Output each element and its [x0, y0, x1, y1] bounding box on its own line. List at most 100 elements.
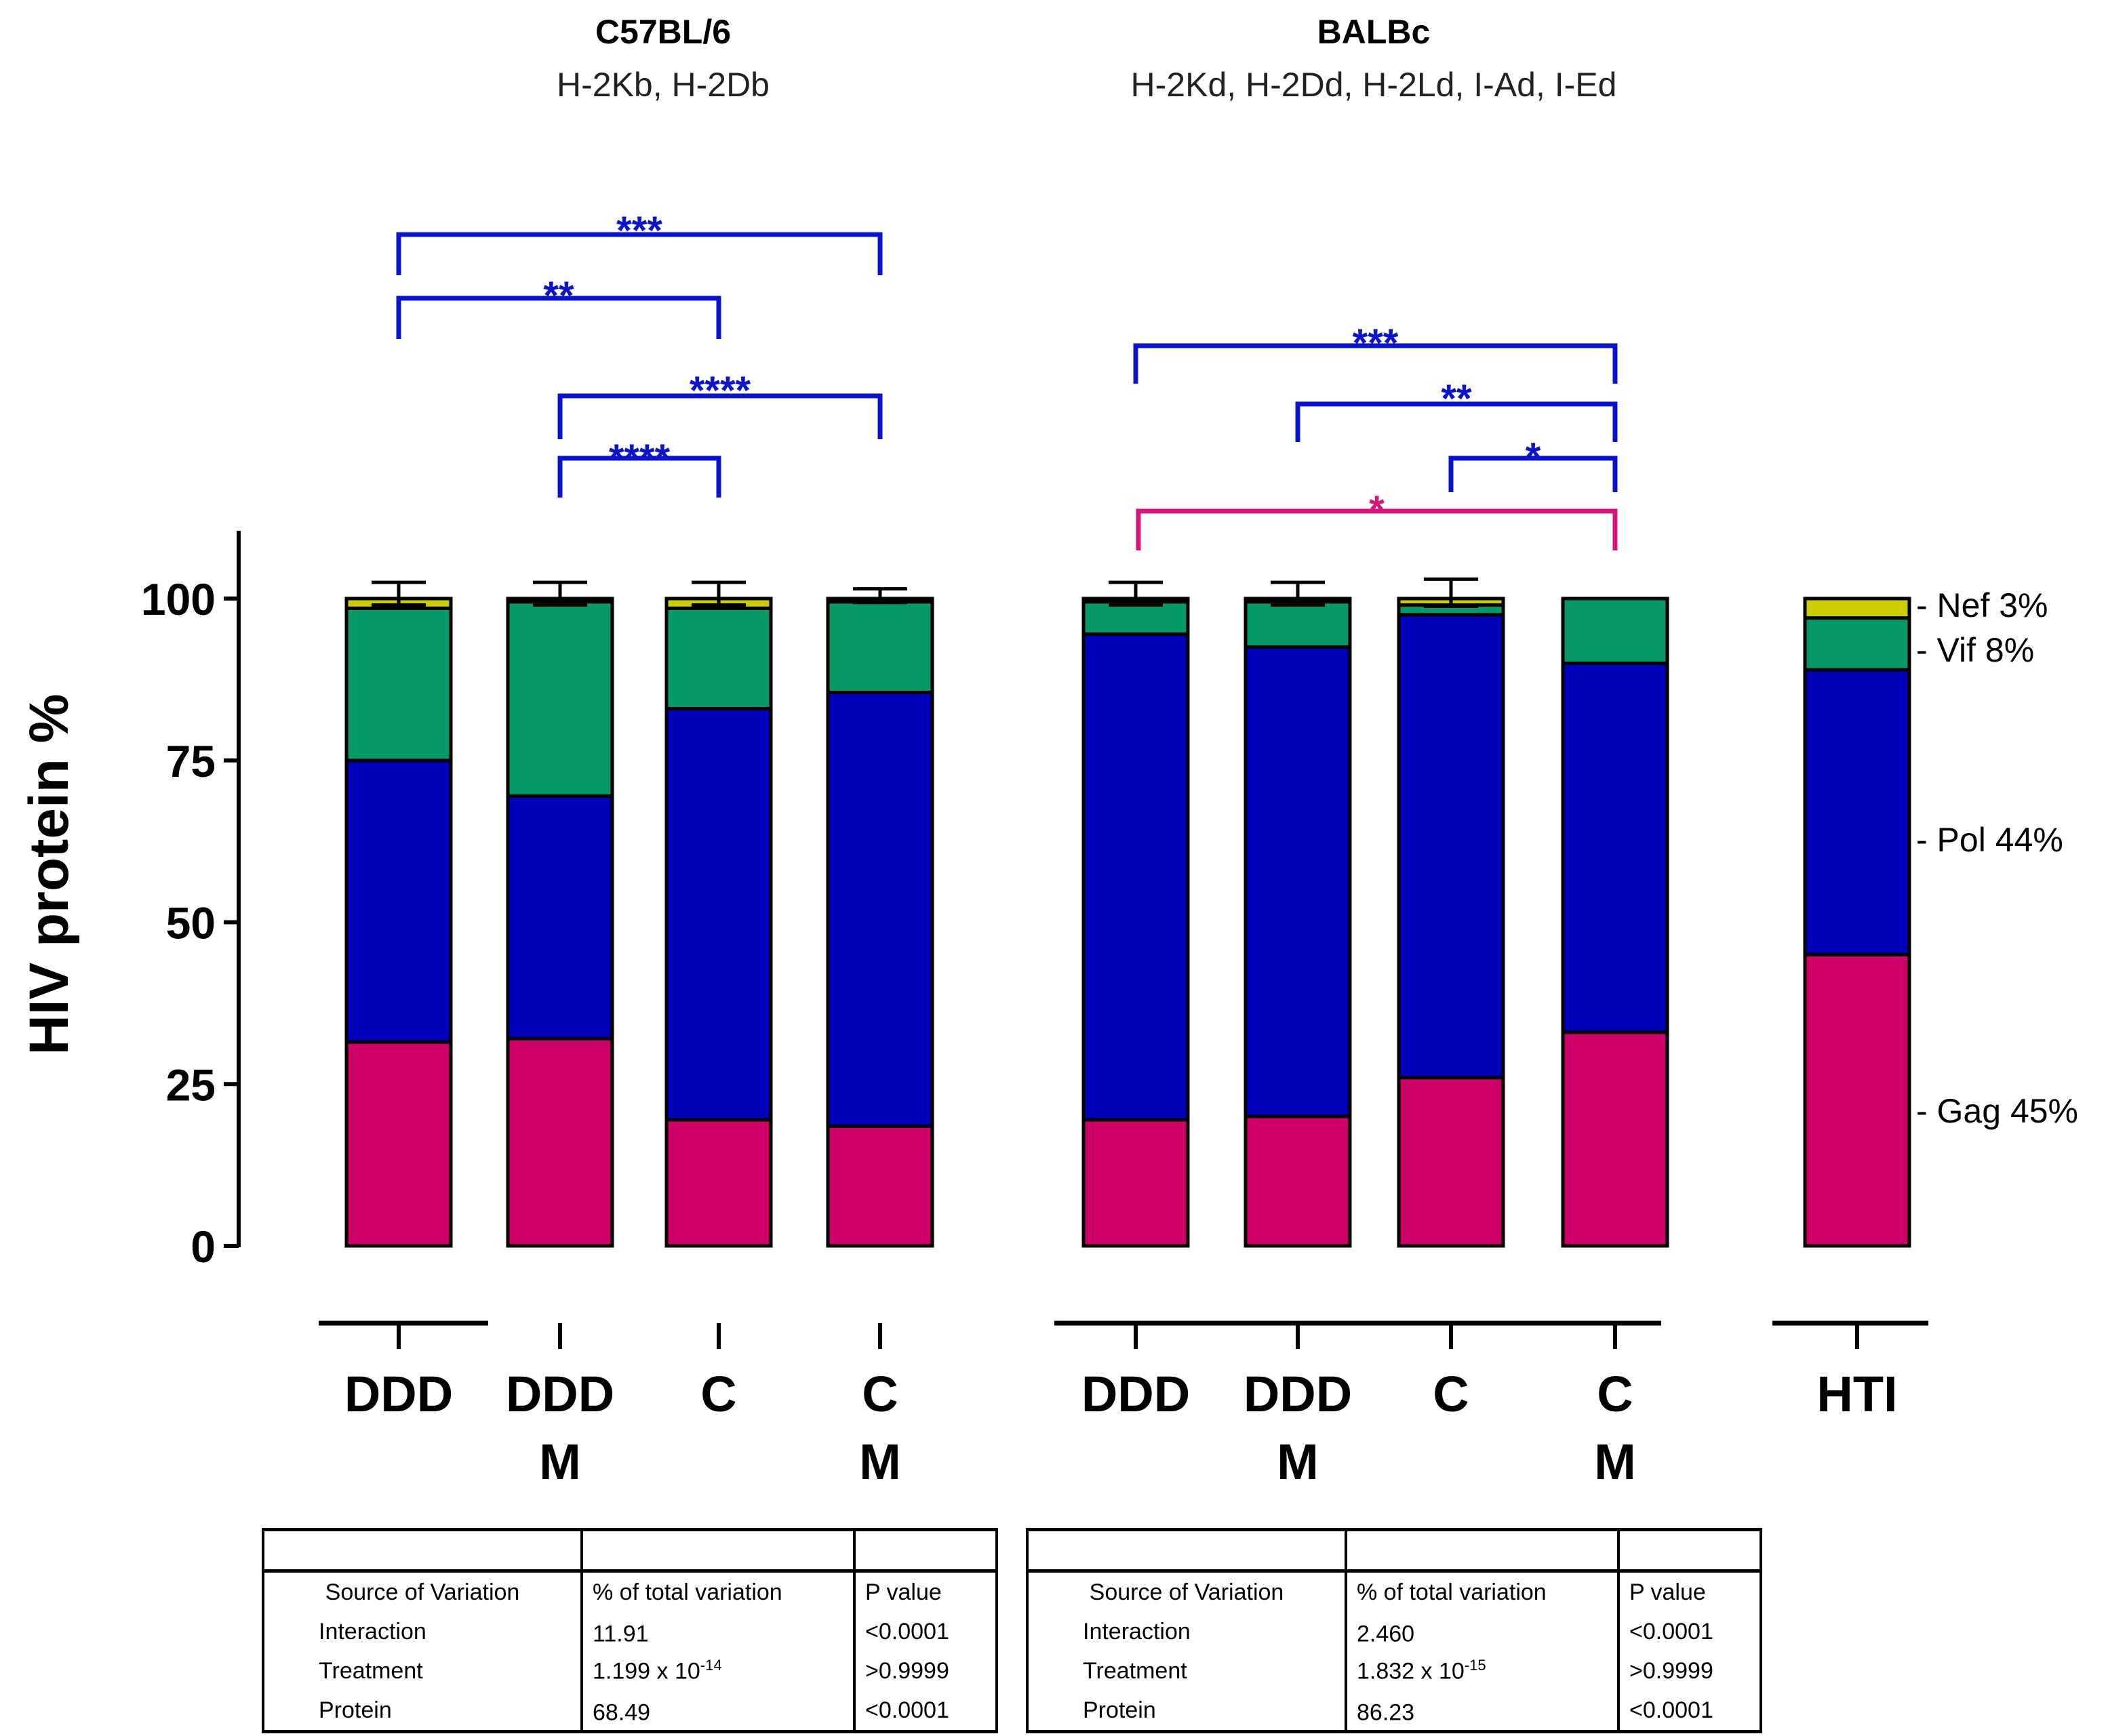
- bar-segment-vif: [664, 606, 773, 710]
- row-pvalue: <0.0001: [853, 1691, 998, 1733]
- bar-segment-gag: [1561, 1030, 1669, 1248]
- bar-segment-pol: [1244, 645, 1352, 1118]
- row-variation: 1.832 x 10-15: [1345, 1651, 1620, 1691]
- bar-segment-gag: [664, 1118, 773, 1248]
- table-row: Interaction 11.91 <0.0001: [262, 1612, 998, 1651]
- table-row: Treatment 1.832 x 10-15 >0.9999: [1026, 1651, 1762, 1691]
- anova-table-balbc: Source of Variation % of total variation…: [1026, 1528, 1762, 1733]
- bar-segment-pol: [344, 759, 453, 1044]
- significance-stars: **: [543, 274, 574, 318]
- anova-table-c57bl6: Source of Variation % of total variation…: [262, 1528, 998, 1733]
- row-variation: 11.91: [580, 1612, 856, 1651]
- bar-segment-vif: [1803, 616, 1911, 672]
- y-tick-label: 25: [166, 1059, 216, 1110]
- x-tick-label: HTI: [1816, 1366, 1897, 1422]
- bar-segment-vif: [1244, 600, 1352, 649]
- bar-segment-gag: [506, 1036, 614, 1248]
- significance-bracket: [557, 393, 883, 439]
- labels: C57BL/6 H-2Kb, H-2Db BALBc H-2Kd, H-2Dd, H-…: [344, 13, 2078, 1490]
- protein-annotation: - Vif 8%: [1916, 631, 2034, 669]
- row-pvalue: >0.9999: [1617, 1651, 1762, 1691]
- x-tick-label: DDD: [1081, 1366, 1190, 1422]
- bar-segment-pol: [506, 794, 614, 1041]
- y-tick-label: 75: [166, 736, 216, 786]
- x-tick-label: M: [1594, 1434, 1636, 1490]
- row-pvalue: <0.0001: [853, 1612, 998, 1651]
- row-variation: 1.199 x 10-14: [580, 1651, 856, 1691]
- significance-bracket: [1295, 401, 1618, 442]
- significance-bracket: [396, 296, 721, 339]
- row-pvalue: <0.0001: [1617, 1612, 1762, 1651]
- row-source: Interaction: [262, 1612, 583, 1651]
- y-axis-title: HIV protein %: [18, 693, 80, 1055]
- bar-segment-vif: [1561, 597, 1669, 665]
- table-header-row: Source of Variation % of total variation…: [262, 1571, 998, 1612]
- bar-segment-pol: [664, 706, 773, 1122]
- x-tick-label: C: [862, 1366, 898, 1422]
- table-row: Protein 68.49 <0.0001: [262, 1691, 998, 1733]
- header-pvalue: P value: [853, 1571, 998, 1612]
- significance-stars: **: [1441, 377, 1472, 421]
- bar-segment-gag: [344, 1040, 453, 1248]
- header-variation: % of total variation: [580, 1571, 856, 1612]
- group-title: C57BL/6: [595, 13, 731, 51]
- row-variation: 86.23: [1345, 1691, 1620, 1733]
- header-pvalue: P value: [1617, 1571, 1762, 1612]
- x-tick-label: M: [539, 1434, 581, 1490]
- bars: [344, 577, 1911, 1248]
- bar-segment-gag: [826, 1124, 934, 1248]
- bar-segment-nef: [1803, 597, 1911, 620]
- row-source: Treatment: [262, 1651, 583, 1691]
- table-spacer-row: [262, 1528, 998, 1573]
- significance-stars: ***: [616, 209, 662, 253]
- row-variation: 2.460: [1345, 1612, 1620, 1651]
- bar-segment-gag: [1397, 1076, 1505, 1248]
- significance-bracket: [1136, 508, 1618, 550]
- y-tick-label: 50: [166, 898, 216, 948]
- row-source: Protein: [1026, 1691, 1347, 1733]
- x-tick-label: C: [700, 1366, 736, 1422]
- bar-segment-pol: [1081, 632, 1190, 1122]
- table-header-row: Source of Variation % of total variation…: [1026, 1571, 1762, 1612]
- bar-segment-gag: [1081, 1118, 1190, 1248]
- y-tick-label: 0: [191, 1222, 216, 1272]
- significance-stars: ***: [1353, 321, 1399, 365]
- x-tick-label: C: [1597, 1366, 1633, 1422]
- bar-segment-pol: [1397, 613, 1505, 1080]
- row-source: Interaction: [1026, 1612, 1347, 1651]
- header-variation: % of total variation: [1345, 1571, 1620, 1612]
- bar-segment-pol: [1803, 668, 1911, 956]
- protein-annotation: - Nef 3%: [1916, 586, 2048, 624]
- group-subtitle: H-2Kd, H-2Dd, H-2Ld, I-Ad, I-Ed: [1131, 66, 1617, 104]
- x-tick-label: M: [1277, 1434, 1319, 1490]
- bar-segment-vif: [506, 600, 614, 798]
- row-source: Treatment: [1026, 1651, 1347, 1691]
- x-tick-label: DDD: [506, 1366, 614, 1422]
- x-tick-label: M: [859, 1434, 901, 1490]
- significance-stars: *: [1369, 488, 1385, 532]
- significance-bracket: [557, 456, 721, 498]
- row-pvalue: >0.9999: [853, 1651, 998, 1691]
- significance-brackets: ********************: [396, 209, 1618, 550]
- protein-annotation: - Gag 45%: [1916, 1092, 2078, 1130]
- bar-segment-vif: [344, 606, 453, 763]
- y-axis: 0 25 50 75 100 HIV protein %: [18, 531, 1928, 1349]
- significance-bracket: [1448, 456, 1618, 492]
- significance-stars: *: [1526, 435, 1541, 479]
- significance-bracket: [396, 232, 883, 275]
- significance-stars: ****: [690, 369, 751, 413]
- row-variation: 68.49: [580, 1691, 856, 1733]
- table-row: Protein 86.23 <0.0001: [1026, 1691, 1762, 1733]
- x-tick-label: DDD: [344, 1366, 453, 1422]
- y-tick-label: 100: [141, 574, 216, 624]
- header-source: Source of Variation: [262, 1571, 583, 1612]
- bar-segment-pol: [1561, 662, 1669, 1034]
- x-tick-label: DDD: [1244, 1366, 1352, 1422]
- table-row: Treatment 1.199 x 10-14 >0.9999: [262, 1651, 998, 1691]
- group-subtitle: H-2Kb, H-2Db: [557, 66, 770, 104]
- table-row: Interaction 2.460 <0.0001: [1026, 1612, 1762, 1651]
- bar-segment-gag: [1244, 1114, 1352, 1248]
- bar-segment-vif: [826, 600, 934, 694]
- bar-segment-gag: [1803, 952, 1911, 1248]
- protein-annotation: - Pol 44%: [1916, 821, 2063, 859]
